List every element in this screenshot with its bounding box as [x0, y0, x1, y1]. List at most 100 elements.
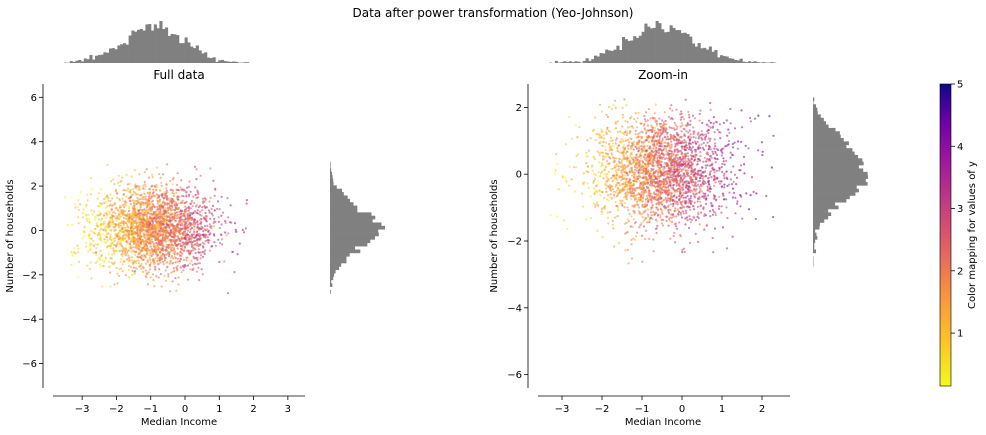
scatter-point: [118, 235, 121, 238]
scatter-point: [144, 262, 148, 265]
scatter-point: [108, 204, 111, 207]
scatter-point: [126, 241, 129, 244]
scatter-point: [184, 222, 187, 225]
scatter-point: [157, 199, 160, 203]
scatter-point: [575, 166, 578, 169]
scatter-point: [681, 140, 684, 143]
scatter-point: [680, 151, 683, 154]
scatter-point: [118, 237, 121, 240]
scatter-point: [122, 220, 125, 223]
scatter-point: [165, 215, 169, 218]
scatter-point: [626, 126, 630, 129]
scatter-point: [703, 156, 706, 159]
scatter-point: [679, 156, 682, 159]
scatter-point: [688, 143, 691, 146]
scatter-point: [576, 136, 579, 139]
scatter-point: [217, 220, 220, 223]
scatter-point: [169, 221, 172, 224]
scatter-point: [651, 168, 654, 172]
scatter-point: [138, 237, 141, 240]
scatter-point: [634, 168, 637, 171]
hist-y-bar: [330, 192, 344, 196]
scatter-point: [220, 233, 223, 236]
scatter-point: [606, 176, 609, 179]
scatter-point: [164, 241, 167, 244]
hist-y-bar: [813, 188, 859, 193]
scatter-point: [220, 214, 223, 217]
scatter-point: [127, 238, 130, 241]
scatter-point: [624, 147, 627, 150]
scatter-point: [167, 206, 170, 209]
scatter-point: [148, 258, 152, 261]
scatter-point: [94, 261, 97, 264]
scatter-point: [187, 241, 190, 245]
scatter-point: [221, 238, 224, 241]
scatter-point: [673, 189, 677, 192]
scatter-point: [614, 106, 617, 109]
scatter-point: [128, 246, 131, 249]
x-tick-label: −2: [109, 404, 124, 415]
scatter-point: [150, 244, 153, 247]
scatter-point: [199, 222, 202, 225]
scatter-point: [722, 174, 726, 177]
scatter-point: [146, 214, 149, 217]
scatter-point: [609, 147, 612, 150]
scatter-point: [601, 236, 604, 239]
scatter-point: [647, 108, 651, 111]
scatter-point: [644, 209, 647, 212]
scatter-point: [659, 163, 663, 166]
scatter-point: [149, 251, 152, 254]
scatter-point: [624, 165, 627, 169]
scatter-point: [662, 178, 665, 181]
scatter-point: [194, 221, 197, 224]
scatter-point: [174, 207, 177, 210]
scatter-point: [166, 209, 169, 212]
scatter-point: [633, 222, 637, 225]
scatter-point: [720, 185, 723, 188]
scatter-point: [127, 226, 130, 229]
hist-x-bar: [624, 39, 628, 63]
scatter-point: [666, 197, 670, 200]
scatter-point: [199, 257, 202, 260]
scatter-point: [663, 123, 666, 126]
scatter-point: [114, 223, 118, 226]
scatter-point: [705, 144, 708, 147]
scatter-point: [89, 177, 92, 180]
hist-x-bar: [100, 54, 104, 63]
scatter-point: [740, 109, 743, 112]
scatter-point: [167, 239, 170, 242]
scatter-point: [190, 212, 193, 215]
scatter-point: [589, 137, 592, 140]
scatter-point: [171, 189, 175, 192]
scatter-point: [707, 132, 710, 135]
scatter-point: [696, 163, 699, 166]
scatter-point: [622, 165, 625, 168]
scatter-point: [595, 202, 598, 206]
scatter-point: [119, 260, 122, 263]
scatter-point: [90, 230, 93, 233]
x-tick-label: −3: [75, 404, 90, 415]
scatter-point: [200, 214, 203, 217]
scatter-point: [177, 252, 180, 255]
scatter-point: [217, 238, 220, 241]
scatter-point: [697, 131, 700, 134]
scatter-point: [140, 267, 143, 270]
scatter-point: [206, 224, 209, 227]
scatter-point: [626, 160, 629, 163]
scatter-point: [574, 124, 578, 127]
scatter-point: [657, 192, 660, 195]
scatter-point: [213, 217, 216, 220]
scatter-point: [710, 202, 713, 205]
scatter-point: [688, 129, 692, 132]
scatter-point: [162, 232, 165, 236]
scatter-point: [154, 257, 157, 260]
scatter-point: [649, 117, 652, 120]
scatter-point: [614, 169, 617, 173]
scatter-point: [612, 144, 615, 147]
scatter-point: [193, 230, 196, 233]
scatter-point: [706, 189, 709, 192]
scatter-point: [699, 133, 702, 136]
title-full-data: Full data: [153, 68, 204, 82]
scatter-point: [123, 189, 126, 192]
scatter-point: [158, 216, 161, 219]
